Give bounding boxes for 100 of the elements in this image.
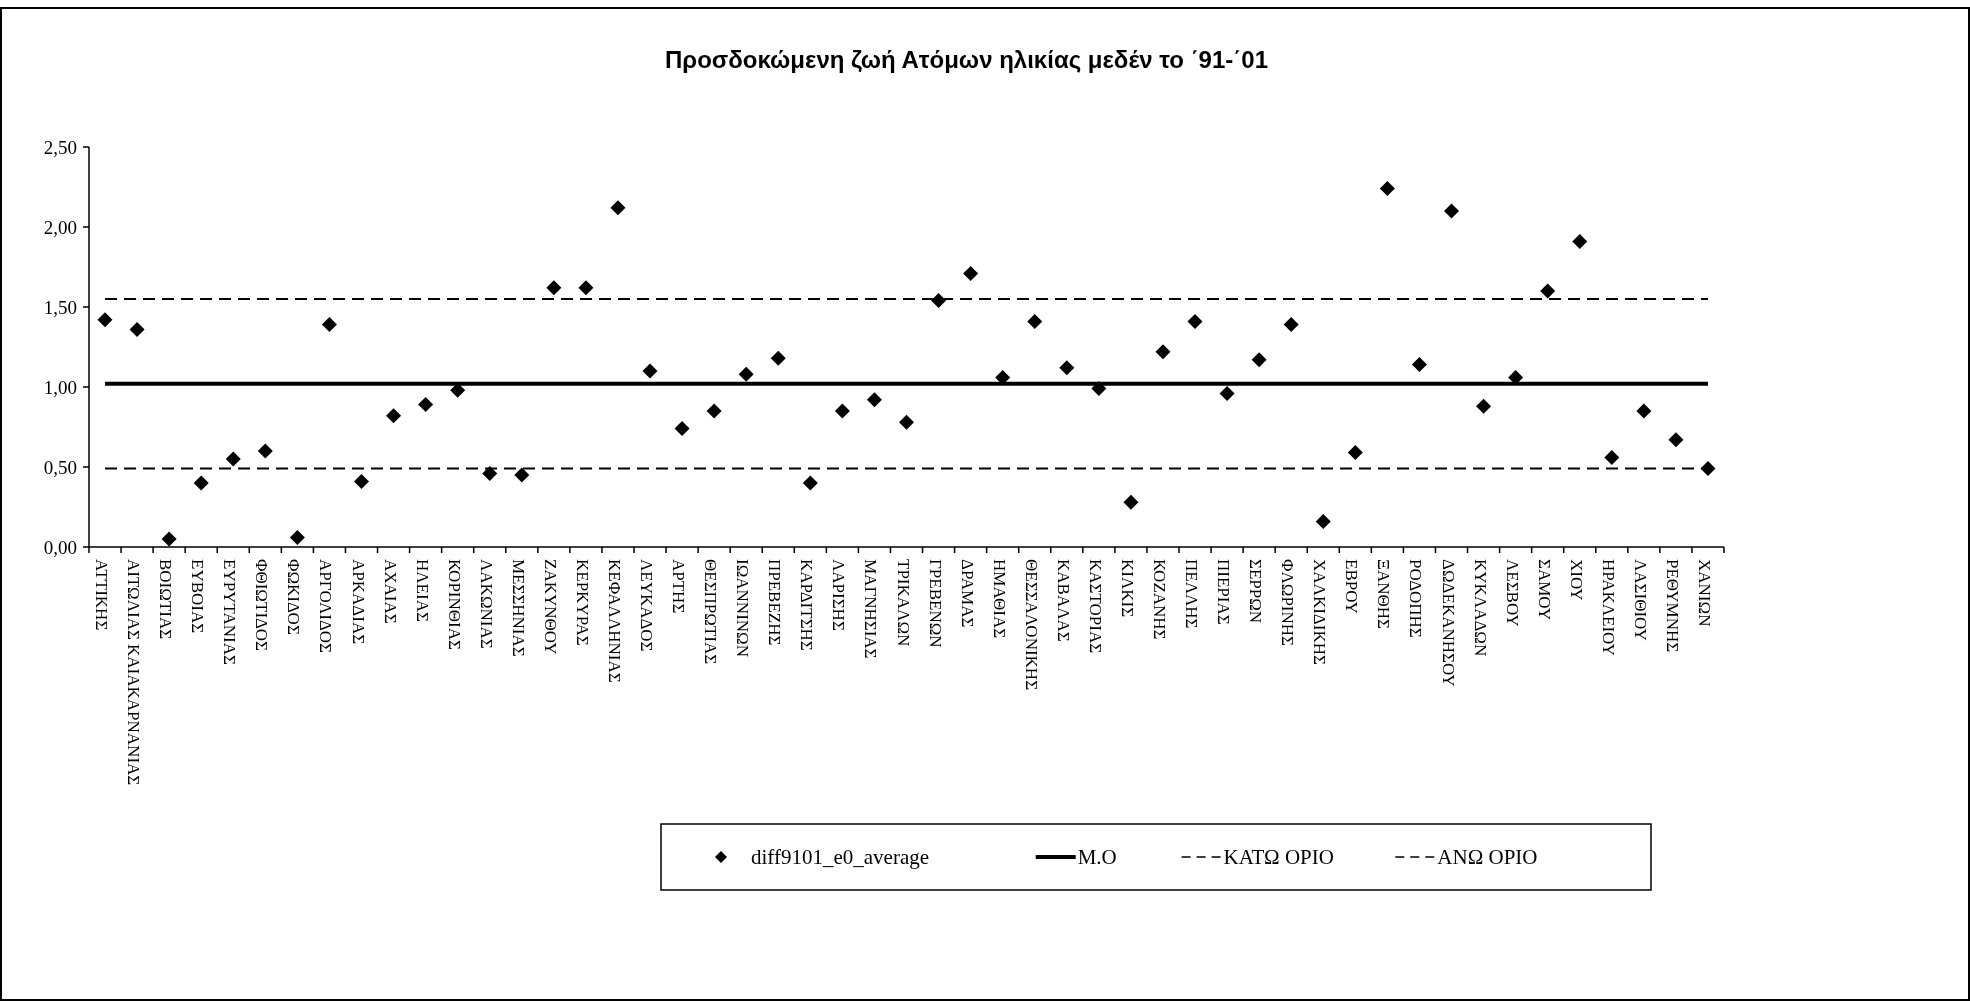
x-tick-label: ΑΡΓΟΛΙΔΟΣ: [316, 559, 336, 653]
point: [225, 451, 241, 467]
x-tick-label: ΘΕΣΣΑΛΟΝΙΚΗΣ: [1021, 559, 1041, 691]
point: [642, 363, 658, 379]
y-tick-label: 1,00: [43, 376, 77, 398]
x-tick-label: ΑΧΑΙΑΣ: [380, 559, 400, 624]
point: [1636, 403, 1652, 419]
y-tick-label: 2,00: [43, 216, 77, 238]
x-tick-label: ΗΛΕΙΑΣ: [412, 559, 432, 622]
x-tick-label: ΡΟΔΟΠΗΣ: [1406, 559, 1426, 638]
point: [1059, 360, 1075, 376]
x-tick-label: ΚΑΡΔΙΤΣΗΣ: [797, 559, 817, 651]
x-tick-label: ΦΩΚΙΔΟΣ: [284, 559, 304, 635]
point: [1315, 513, 1331, 529]
x-tick-label: ΚΥΚΛΑΔΩΝ: [1470, 559, 1490, 657]
y-tick-label: 2,50: [43, 136, 77, 158]
x-tick-label: ΛΑΚΩΝΙΑΣ: [476, 559, 496, 649]
x-tick-label: ΧΙΟΥ: [1566, 559, 1586, 601]
x-tick-label: ΑΤΤΙΚΗΣ: [92, 559, 112, 631]
point: [1379, 181, 1395, 197]
point: [1540, 283, 1556, 299]
x-tick-label: ΚΑΒΑΛΑΣ: [1053, 559, 1073, 642]
point: [706, 403, 722, 419]
point: [866, 392, 882, 408]
point: [161, 531, 177, 547]
x-tick-label: ΠΡΕΒΕΖΗΣ: [765, 559, 785, 646]
point: [1251, 352, 1267, 368]
x-tick-label: ΛΕΥΚΑΔΟΣ: [637, 559, 657, 652]
point: [578, 280, 594, 296]
x-tick-label: ΘΕΣΠΡΩΤΙΑΣ: [701, 559, 721, 665]
point: [289, 529, 305, 545]
x-tick-label: ΔΩΔΕΚΑΝΗΣΟΥ: [1438, 559, 1458, 687]
point: [514, 467, 530, 483]
x-tick-label: ΧΑΝΙΩΝ: [1695, 559, 1715, 627]
x-tick-label: ΚΙΛΚΙΣ: [1117, 559, 1137, 618]
x-tick-label: ΣΕΡΡΩΝ: [1246, 559, 1266, 624]
point: [1187, 313, 1203, 329]
point: [1123, 494, 1139, 510]
point: [802, 475, 818, 491]
point: [963, 265, 979, 281]
point: [546, 280, 562, 296]
x-tick-label: ΤΡΙΚΑΛΩΝ: [893, 559, 913, 647]
x-tick-label: ΦΘΙΩΤΙΔΟΣ: [252, 559, 272, 651]
point: [738, 366, 754, 382]
point: [1668, 432, 1684, 448]
x-tick-label: ΗΜΑΘΙΑΣ: [989, 559, 1009, 639]
point: [1283, 317, 1299, 333]
point: [386, 408, 402, 424]
x-tick-label: ΓΡΕΒΕΝΩΝ: [925, 559, 945, 648]
x-tick-label: ΚΕΡΚΥΡΑΣ: [572, 559, 592, 646]
point: [610, 200, 626, 216]
x-tick-label: ΛΕΣΒΟΥ: [1502, 559, 1522, 627]
x-tick-label: ΚΟΖΑΝΗΣ: [1150, 559, 1170, 640]
x-tick-label: ΔΡΑΜΑΣ: [957, 559, 977, 628]
y-tick-label: 1,50: [43, 296, 77, 318]
point: [1411, 357, 1427, 373]
x-tick-label: ΒΟΙΩΤΙΑΣ: [156, 559, 176, 640]
x-tick-label: ΑΡΚΑΔΙΑΣ: [348, 559, 368, 645]
point: [418, 397, 434, 413]
x-tick-label: ΚΟΡΙΝΘΙΑΣ: [444, 559, 464, 650]
point: [1604, 449, 1620, 465]
point: [1027, 313, 1043, 329]
x-tick-label: ΚΕΦΑΛΛΗΝΙΑΣ: [605, 559, 625, 683]
point: [1444, 203, 1459, 219]
x-tick-label: ΠΙΕΡΙΑΣ: [1214, 559, 1234, 625]
point: [129, 321, 145, 337]
x-tick-label: ΖΑΚΥΝΘΟΥ: [540, 559, 560, 655]
point: [1347, 445, 1363, 461]
legend-label: ΑΝΩ ΟΡΙΟ: [1437, 845, 1538, 870]
x-tick-label: ΕΥΒΟΙΑΣ: [188, 559, 208, 634]
x-tick-label: ΙΩΑΝΝΙΝΩΝ: [733, 559, 753, 657]
legend-label: M.O: [1077, 845, 1117, 870]
point: [834, 403, 850, 419]
point: [354, 473, 369, 489]
x-tick-label: ΡΕΘΥΜΝΗΣ: [1662, 559, 1682, 653]
x-tick-label: ΠΕΛΛΗΣ: [1182, 559, 1202, 629]
point: [674, 421, 690, 437]
point: [1476, 398, 1492, 414]
y-tick-label: 0,50: [43, 456, 77, 478]
point: [97, 312, 113, 328]
point: [1219, 385, 1235, 401]
x-tick-label: ΣΑΜΟΥ: [1534, 559, 1554, 620]
x-tick-label: ΑΙΤΩΛΙΑΣ ΚΑΙΑΚΑΡΝΑΝΙΑΣ: [124, 559, 144, 786]
point: [899, 414, 914, 430]
point: [321, 317, 337, 333]
x-tick-label: ΗΡΑΚΛΕΙΟΥ: [1598, 559, 1618, 656]
y-tick-label: 0,00: [43, 536, 77, 558]
legend-label: diff9101_e0_average: [751, 845, 930, 870]
x-tick-label: ΕΥΡΥΤΑΝΙΑΣ: [220, 559, 240, 665]
point: [770, 350, 786, 366]
point: [257, 443, 273, 459]
x-tick-label: ΑΡΤΗΣ: [669, 559, 689, 614]
x-tick-label: ΦΛΩΡΙΝΗΣ: [1278, 559, 1298, 647]
chart-title: Προσδοκώμενη ζωή Ατόμων ηλικίας μεδέν το ΄91-΄01: [664, 46, 1269, 73]
legend-label: ΚΑΤΩ ΟΡΙΟ: [1223, 845, 1334, 870]
x-tick-label: ΜΑΓΝΗΣΙΑΣ: [861, 559, 881, 659]
point: [931, 293, 947, 309]
x-tick-label: ΛΑΣΙΘΙΟΥ: [1630, 559, 1650, 641]
x-tick-label: ΞΑΝΘΗΣ: [1374, 559, 1394, 630]
x-tick-label: ΛΑΡΙΣΗΣ: [829, 559, 849, 631]
